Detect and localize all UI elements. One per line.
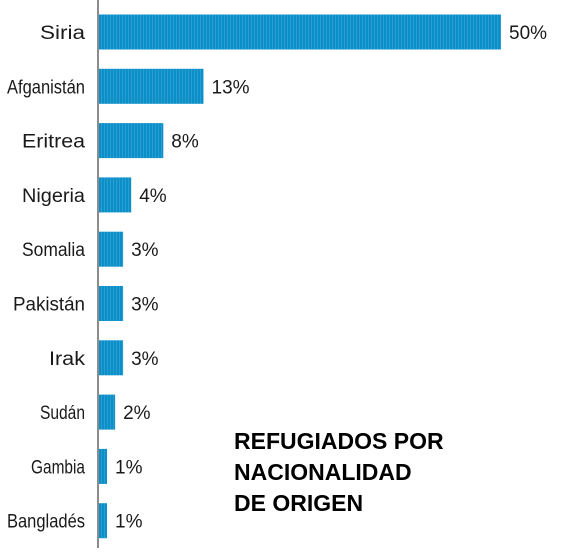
value-label-9: 1% bbox=[115, 512, 143, 533]
chart-title-line-2: NACIONALIDAD bbox=[234, 459, 412, 485]
chart-title-line-3: DE ORIGEN bbox=[234, 490, 363, 516]
category-label-2: Eritrea bbox=[22, 132, 85, 153]
chart-title-line-1: REFUGIADOS POR bbox=[234, 428, 444, 454]
category-label-3: Nigeria bbox=[22, 186, 85, 207]
value-label-2: 8% bbox=[171, 132, 199, 153]
value-labels-group: 50% 13% 8% 4% 3% 3% 3% 2% 1% 1% bbox=[115, 23, 547, 533]
bar-texture-6 bbox=[99, 340, 124, 376]
category-label-4: Somalia bbox=[22, 240, 85, 261]
bar-texture-4 bbox=[99, 231, 124, 267]
category-label-6: Irak bbox=[49, 349, 86, 370]
category-label-8: Gambia bbox=[31, 457, 85, 478]
bar-texture-9 bbox=[99, 503, 107, 539]
category-label-0: Siria bbox=[40, 23, 86, 44]
bar-texture-1 bbox=[99, 68, 204, 104]
bar-texture-3 bbox=[99, 177, 132, 213]
value-label-5: 3% bbox=[131, 295, 159, 316]
value-label-0: 50% bbox=[509, 23, 547, 44]
bar-texture-7 bbox=[99, 394, 116, 430]
category-label-1: Afganistán bbox=[7, 77, 85, 98]
bars-group bbox=[99, 14, 501, 539]
category-labels-group: Siria Afganistán Eritrea Nigeria Somalia Paki… bbox=[7, 23, 86, 533]
value-label-4: 3% bbox=[131, 240, 159, 261]
bar-texture-2 bbox=[99, 123, 164, 159]
value-label-7: 2% bbox=[123, 403, 151, 424]
bar-texture-0 bbox=[99, 14, 501, 50]
value-label-3: 4% bbox=[139, 186, 167, 207]
category-label-9: Bangladés bbox=[7, 512, 85, 533]
value-label-8: 1% bbox=[115, 457, 143, 478]
bar-texture-8 bbox=[99, 448, 107, 484]
bar-texture-5 bbox=[99, 286, 124, 321]
category-label-5: Pakistán bbox=[13, 295, 85, 316]
category-label-7: Sudán bbox=[40, 403, 85, 424]
value-label-6: 3% bbox=[131, 349, 159, 370]
value-label-1: 13% bbox=[212, 77, 250, 98]
